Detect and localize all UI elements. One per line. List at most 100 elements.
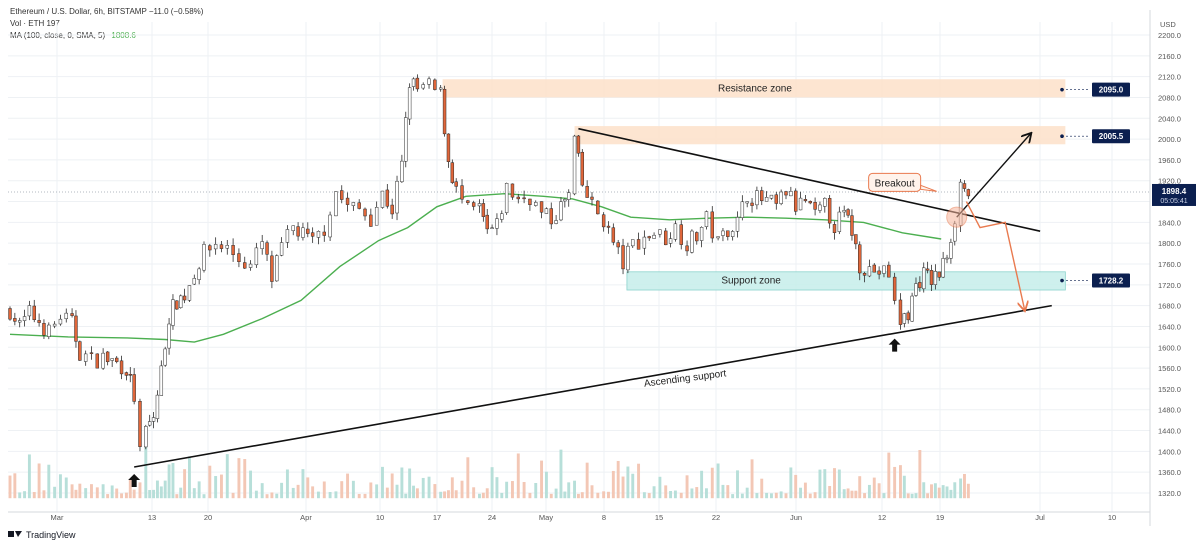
volume-bar	[144, 447, 148, 499]
y-tick-5: 1520.0	[1158, 385, 1181, 394]
zone-2[interactable]	[626, 271, 1066, 291]
y-tick-4: 1480.0	[1158, 406, 1181, 415]
volume-bar	[27, 454, 31, 499]
y-tick-18: 2040.0	[1158, 114, 1181, 123]
y-tick-8: 1640.0	[1158, 322, 1181, 331]
volume-bar	[231, 492, 235, 499]
candle-body	[534, 202, 538, 206]
candle-body	[58, 318, 63, 325]
candle-body	[155, 394, 160, 419]
annotation-3[interactable]: Breakout	[875, 178, 915, 189]
volume-bar	[559, 449, 563, 499]
candle-body	[114, 357, 119, 362]
candle-body	[213, 244, 218, 250]
candle-body	[182, 295, 187, 301]
candle-body	[522, 197, 526, 200]
candle-body	[202, 244, 206, 271]
candle-body	[466, 200, 470, 203]
volume-bar	[202, 494, 206, 499]
y-tick-1: 1360.0	[1158, 468, 1181, 477]
volume-bar	[789, 467, 793, 499]
trendline-1[interactable]	[134, 304, 1052, 468]
volume-bar	[148, 490, 152, 499]
volume-bar	[914, 493, 918, 499]
candle-body	[124, 372, 129, 376]
candle-body	[544, 208, 549, 214]
volume-bar	[183, 469, 187, 499]
annotation-2[interactable]: Ascending support	[643, 368, 727, 389]
tradingview-logo-icon	[8, 531, 22, 537]
candle-body	[32, 305, 36, 320]
candle-body	[328, 214, 332, 238]
x-tick-8: 8	[602, 513, 606, 522]
projection-down-arrow[interactable]	[965, 201, 1024, 310]
candle-body	[730, 231, 735, 237]
candle-body	[260, 241, 264, 249]
volume-bar	[626, 466, 630, 499]
volume-bar	[334, 491, 338, 499]
candle-body	[296, 226, 300, 237]
candle-body	[679, 224, 683, 245]
tradingview-brand[interactable]: TradingView	[8, 530, 76, 540]
x-tick-10: 22	[712, 513, 720, 522]
y-tick-15: 1920.0	[1158, 177, 1181, 186]
chart-header-line1: Ethereum / U.S. Dollar, 6h, BITSTAMP −11…	[10, 7, 204, 16]
volume-bar	[47, 464, 51, 499]
candle-body	[906, 312, 910, 321]
x-tick-1: 13	[148, 513, 156, 522]
candle-body	[265, 242, 269, 255]
zone-0[interactable]	[442, 79, 1066, 98]
volume-bar	[872, 477, 876, 499]
annotation-1[interactable]: Support zone	[721, 276, 781, 287]
x-axis[interactable]: Mar 13 20 Apr 10 17 24 May 8 15 22 Jun 12 19 Jul 10	[51, 513, 1117, 522]
volume-bar	[710, 467, 714, 499]
volume-bar	[171, 462, 175, 499]
volume-bar	[120, 493, 124, 499]
volume-bar	[225, 454, 229, 499]
candle-body	[485, 214, 489, 230]
volume-bar	[695, 487, 699, 499]
volume-bar	[296, 484, 300, 499]
projections[interactable]	[946, 134, 1031, 310]
volume-bar	[192, 488, 196, 499]
volume-bar	[152, 489, 156, 499]
candle-body	[910, 295, 914, 322]
volume-bar	[159, 486, 163, 499]
candle-body	[471, 202, 476, 207]
candle-body	[192, 278, 197, 285]
candle-body	[929, 270, 934, 285]
x-tick-11: Jun	[790, 513, 802, 522]
candle-body	[8, 308, 12, 320]
candle-body	[22, 316, 27, 321]
volume-bar	[275, 493, 279, 499]
candle-body	[941, 258, 945, 278]
candle-body	[567, 192, 571, 200]
annotation-0[interactable]: Resistance zone	[718, 84, 792, 95]
y-axis[interactable]: USD 1320.0 1360.0 1400.0 1440.0 1480.0 1520.0 1…	[1158, 20, 1181, 498]
volume-bar	[249, 470, 253, 499]
price-tags: 2095.0 2005.5 1728.2 1898.4 05:05:41	[1092, 82, 1196, 288]
candle-body	[460, 185, 464, 200]
volume-bar	[803, 482, 807, 499]
candle-body	[735, 217, 740, 232]
candle-body	[128, 374, 132, 376]
volume-bar	[522, 482, 526, 499]
candle-body	[390, 204, 394, 215]
volume-bar	[755, 493, 759, 499]
projection-up-arrow[interactable]	[956, 134, 1031, 218]
candle-body	[827, 198, 832, 224]
volume-bar	[705, 488, 708, 499]
candle-body	[858, 244, 862, 274]
y-tick-3: 1440.0	[1158, 427, 1181, 436]
volume-bar	[18, 492, 22, 499]
candle-body	[42, 323, 46, 336]
x-tick-3: Apr	[300, 513, 312, 522]
volume-bar	[237, 458, 241, 499]
zone-1[interactable]	[574, 126, 1066, 145]
candle-body	[101, 352, 105, 369]
volume-bar	[959, 478, 963, 499]
volume-bar	[265, 494, 269, 499]
candle-body	[167, 323, 171, 349]
volume-bar	[385, 487, 389, 499]
